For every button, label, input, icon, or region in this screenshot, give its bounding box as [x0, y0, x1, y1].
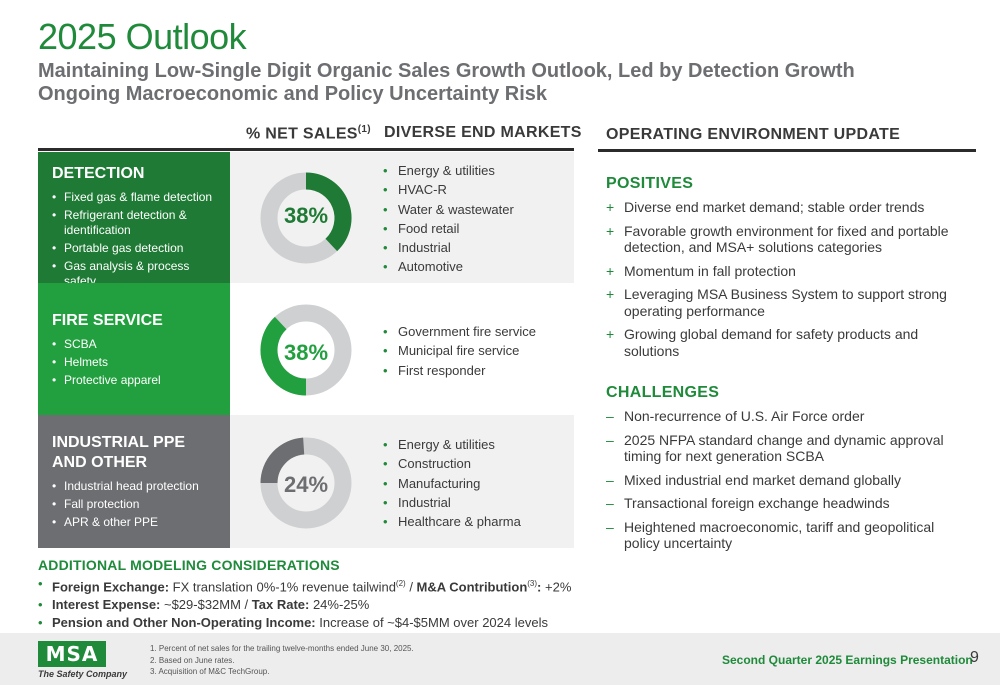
fire-service-share-donut [260, 304, 352, 396]
detection-percent: 38% [283, 203, 329, 228]
industrial-share-donut [260, 437, 352, 529]
msa-logo: MSA [38, 641, 106, 667]
segment-item: Helmets [52, 355, 216, 370]
market-item: Municipal fire service [383, 341, 536, 361]
challenges-heading: CHALLENGES [606, 384, 720, 401]
subtitle-line-1: Maintaining Low-Single Digit Organic Sal… [38, 60, 855, 82]
plus-icon: + [606, 326, 615, 342]
positive-item: + Favorable growth environment for fixed … [606, 222, 949, 256]
interest-tax-line: Interest Expense: ~$29-$32MM / Tax Rate:… [38, 596, 638, 614]
market-item: Industrial [383, 238, 514, 258]
market-item: Industrial [383, 493, 521, 513]
minus-icon: – [606, 471, 614, 488]
positive-item: + Leveraging MSA Business System to suppo… [606, 286, 947, 319]
footnote: 3. Acquisition of M&C TechGroup. [150, 667, 270, 676]
market-item: Energy & utilities [383, 161, 514, 181]
segment-item: APR & other PPE [52, 515, 216, 530]
page-title: 2025 Outlook [38, 16, 247, 57]
left-header-rule [38, 148, 574, 151]
segment-fire-service: FIRE SERVICE SCBA Helmets Protective app… [38, 283, 230, 415]
page-subtitle: Maintaining Low-Single Digit Organic Sal… [38, 60, 938, 106]
fire-service-percent: 38% [283, 340, 329, 365]
minus-icon: – [606, 408, 614, 424]
presentation-name: Second Quarter 2025 Earnings Presentatio… [722, 653, 973, 667]
plus-icon: + [606, 286, 615, 302]
challenge-item: – Heightened macroeconomic, tariff and ge… [606, 518, 935, 552]
challenge-item: – Non-recurrence of U.S. Air Force order [606, 408, 865, 424]
fire-service-markets: Government fire service Municipal fire s… [383, 322, 536, 380]
market-item: Food retail [383, 219, 514, 239]
additional-title: ADDITIONAL MODELING CONSIDERATIONS [38, 557, 340, 573]
segment-detection: DETECTION Fixed gas & flame detection Re… [38, 152, 230, 288]
environment-header: OPERATING ENVIRONMENT UPDATE [606, 126, 901, 143]
logo-tagline: The Safety Company [38, 669, 128, 679]
plus-icon: + [606, 199, 615, 215]
segment-item: SCBA [52, 337, 216, 352]
market-item: Automotive [383, 257, 514, 277]
right-header-rule [598, 149, 976, 152]
segment-title: FIRE SERVICE [52, 312, 163, 329]
positive-item: + Diverse end market demand; stable order… [606, 199, 925, 215]
donut-share-arc [260, 437, 305, 484]
footnote: 1. Percent of net sales for the trailing… [150, 644, 414, 653]
positive-item: + Growing global demand for safety produc… [606, 326, 919, 359]
segment-title: DETECTION [52, 165, 145, 182]
page-number: 9 [970, 649, 979, 666]
footnote: 2. Based on June rates. [150, 655, 235, 665]
minus-icon: – [606, 518, 614, 535]
segment-item: Fixed gas & flame detection [52, 190, 216, 205]
minus-icon: – [606, 495, 614, 511]
market-item: HVAC-R [383, 180, 514, 200]
segment-item: Industrial head protection [52, 479, 216, 494]
additional-considerations: ADDITIONAL MODELING CONSIDERATIONS Forei… [38, 557, 638, 632]
segment-item: Fall protection [52, 497, 216, 512]
positives-heading: POSITIVES [606, 175, 694, 192]
segment-item: Portable gas detection [52, 241, 216, 256]
segment-item: Refrigerant detection & identification [52, 208, 216, 238]
footer: MSA The Safety Company 1. Percent of net… [0, 633, 1000, 685]
market-item: First responder [383, 361, 536, 381]
minus-icon: – [606, 431, 614, 448]
subtitle-line-2: Ongoing Macroeconomic and Policy Uncerta… [38, 83, 547, 105]
footnotes: 1. Percent of net sales for the trailing… [150, 643, 414, 678]
market-item: Water & wastewater [383, 200, 514, 220]
industrial-markets: Energy & utilities Construction Manufact… [383, 435, 521, 532]
net-sales-header: % NET SALES(1) [246, 124, 371, 143]
end-markets-header: DIVERSE END MARKETS [384, 124, 582, 141]
fx-ma-line: Foreign Exchange: FX translation 0%-1% r… [38, 575, 638, 596]
market-item: Manufacturing [383, 474, 521, 494]
donut-share-arc [260, 316, 307, 396]
plus-icon: + [606, 262, 615, 279]
market-item: Energy & utilities [383, 435, 521, 455]
challenge-item: – Transactional foreign exchange headwind… [606, 495, 890, 511]
donut-share-arc [305, 172, 352, 252]
segment-item: Protective apparel [52, 373, 216, 388]
detection-share-donut [260, 172, 352, 264]
net-sales-footnote-ref: (1) [357, 124, 371, 135]
market-item: Construction [383, 454, 521, 474]
segment-title: INDUSTRIAL PPE AND OTHER [52, 434, 186, 471]
market-item: Government fire service [383, 322, 536, 342]
market-item: Healthcare & pharma [383, 512, 521, 532]
positives-list: + Diverse end market demand; stable order… [606, 199, 966, 366]
challenge-item: –2025 NFPA standard change and dynamic a… [606, 431, 944, 465]
challenge-item: – Mixed industrial end market demand glob… [606, 471, 902, 488]
segment-industrial-ppe: INDUSTRIAL PPE AND OTHER Industrial head… [38, 415, 230, 548]
pension-line: Pension and Other Non-Operating Income: … [38, 614, 638, 632]
plus-icon: + [606, 222, 615, 239]
detection-markets: Energy & utilities HVAC-R Water & wastew… [383, 161, 514, 277]
positive-item: + Momentum in fall protection [606, 262, 796, 279]
challenges-list: – Non-recurrence of U.S. Air Force order … [606, 408, 966, 559]
industrial-percent: 24% [283, 472, 329, 497]
